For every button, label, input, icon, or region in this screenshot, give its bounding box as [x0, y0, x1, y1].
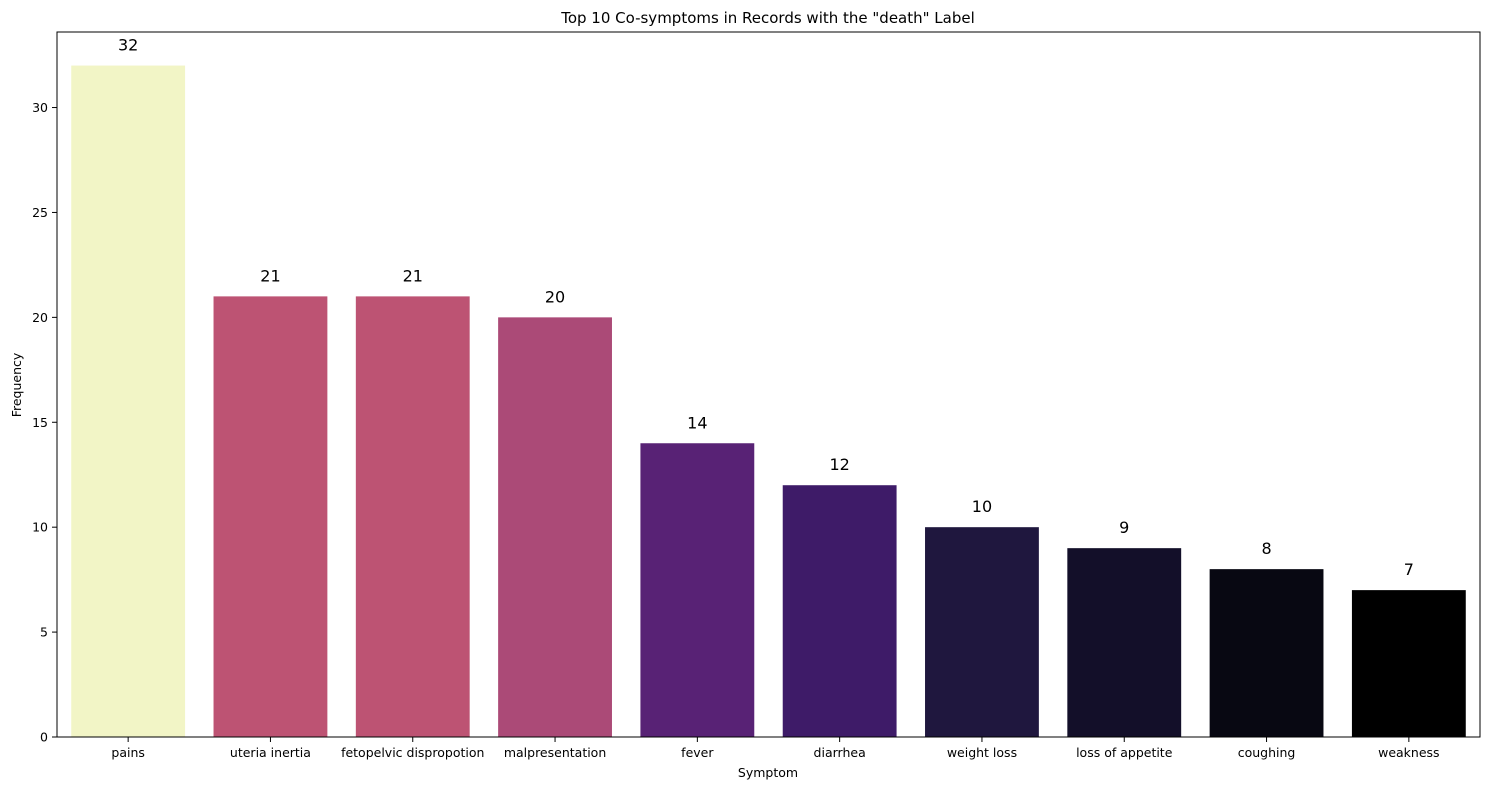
value-label-7: 9 — [1119, 518, 1129, 537]
x-tick-label-6: weight loss — [947, 745, 1017, 760]
bars-group — [71, 65, 1466, 738]
value-label-8: 8 — [1261, 539, 1271, 558]
value-label-1: 21 — [260, 266, 280, 285]
bar-8 — [1209, 569, 1324, 737]
x-axis: pains uteria inertia fetopelvic dispropoti… — [111, 737, 1440, 760]
x-tick-label-4: fever — [681, 745, 714, 760]
bar-6 — [925, 527, 1039, 737]
x-tick-label-1: uteria inertia — [230, 745, 311, 760]
plot-frame — [56, 31, 1481, 738]
bar-9 — [1351, 590, 1466, 737]
bar-2 — [355, 296, 470, 737]
x-tick-label-8: coughing — [1238, 745, 1296, 760]
value-label-5: 12 — [829, 455, 849, 474]
x-axis-label: Symptom — [738, 765, 798, 780]
y-axis-label: Frequency — [9, 352, 24, 417]
x-tick-label-7: loss of appetite — [1076, 745, 1173, 760]
y-tick-label-1: 5 — [40, 625, 48, 640]
value-label-4: 14 — [687, 413, 707, 432]
y-tick-label-3: 15 — [32, 415, 48, 430]
value-label-9: 7 — [1404, 560, 1414, 579]
bar-4 — [640, 443, 755, 737]
value-label-6: 10 — [972, 497, 992, 516]
y-axis: 0 5 10 15 20 25 30 — [32, 100, 57, 745]
bar-1 — [213, 296, 328, 737]
value-label-0: 32 — [118, 36, 138, 55]
y-tick-label-2: 10 — [32, 520, 48, 535]
y-tick-label-5: 25 — [32, 205, 48, 220]
x-tick-label-5: diarrhea — [814, 745, 866, 760]
x-tick-label-9: weakness — [1378, 745, 1439, 760]
y-tick-label-6: 30 — [32, 100, 48, 115]
x-tick-label-0: pains — [111, 745, 145, 760]
value-label-3: 20 — [545, 287, 565, 306]
bar-3 — [498, 317, 612, 737]
value-labels-group: 32 21 21 20 14 12 10 9 8 7 — [118, 36, 1414, 580]
y-tick-label-4: 20 — [32, 310, 48, 325]
bar-7 — [1067, 548, 1182, 737]
y-tick-label-0: 0 — [40, 730, 48, 745]
value-label-2: 21 — [403, 266, 423, 285]
bar-0 — [71, 65, 186, 738]
x-tick-label-2: fetopelvic dispropotion — [341, 745, 484, 760]
chart-title: Top 10 Co-symptoms in Records with the "… — [560, 9, 975, 27]
x-tick-label-3: malpresentation — [504, 745, 606, 760]
bar-5 — [782, 485, 897, 737]
